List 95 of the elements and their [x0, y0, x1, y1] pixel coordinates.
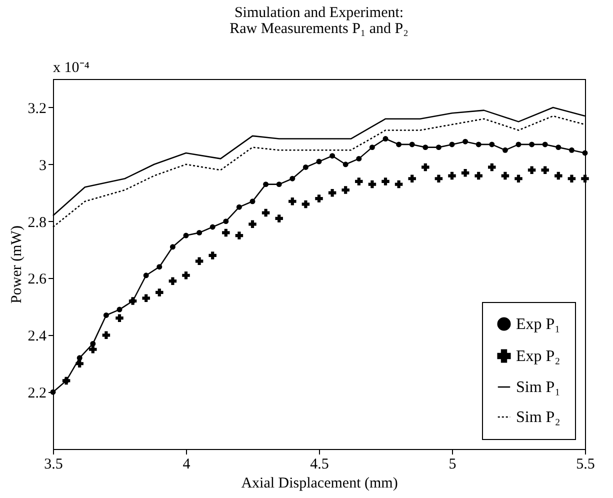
point: [103, 312, 109, 318]
point: [542, 142, 548, 148]
point: [195, 257, 204, 266]
x-axis-title: Axial Displacement (mm): [241, 476, 398, 492]
point: [502, 147, 508, 153]
y-tick-label: 3: [39, 158, 46, 174]
point: [448, 172, 456, 180]
point: [342, 186, 350, 194]
point: [514, 174, 522, 182]
y-tick-label: 2.4: [28, 328, 47, 345]
point: [408, 174, 416, 182]
point: [302, 164, 308, 170]
x-tick-label: 5: [448, 456, 456, 472]
point: [501, 172, 510, 180]
chart-subtitle: Raw Measurements P₁ and P₂: [230, 21, 408, 37]
point: [90, 340, 96, 346]
point: [449, 142, 455, 148]
legend-label: Sim P₂: [516, 409, 560, 426]
point: [568, 147, 574, 153]
point: [328, 188, 336, 197]
point: [369, 144, 375, 150]
point: [489, 142, 495, 148]
point: [290, 176, 296, 182]
point: [556, 144, 562, 150]
x-tick-label: 3.5: [44, 456, 63, 472]
point: [183, 232, 189, 238]
point: [235, 232, 244, 240]
point: [528, 166, 536, 174]
legend-label: Sim P₁: [516, 379, 560, 396]
point: [342, 162, 348, 168]
legend-label: Exp P₂: [516, 348, 560, 365]
point: [170, 244, 176, 250]
point: [355, 178, 363, 186]
point: [396, 142, 402, 148]
point: [262, 208, 270, 217]
text: x 10⁻⁴: [53, 60, 90, 76]
point: [236, 204, 242, 210]
point: [315, 194, 323, 202]
point: [168, 277, 177, 285]
point: [462, 138, 468, 144]
point: [276, 182, 282, 188]
point: [250, 198, 256, 204]
point: [356, 156, 362, 162]
point: [568, 174, 576, 182]
point: [529, 142, 535, 148]
point: [554, 172, 562, 180]
point: [89, 346, 97, 354]
x-tick-label: 5.5: [576, 456, 595, 472]
y-tick-label: 2.2: [28, 386, 46, 402]
point: [382, 178, 390, 186]
point: [196, 230, 202, 236]
point: [275, 214, 283, 222]
point: [116, 314, 124, 322]
point: [541, 166, 549, 174]
point: [248, 220, 256, 228]
point: [368, 180, 376, 188]
point: [516, 142, 522, 148]
y-tick-label: 2.6: [28, 272, 47, 288]
point: [208, 252, 216, 260]
point: [222, 228, 230, 237]
point: [182, 272, 190, 280]
y-axis-title: Power (mW): [8, 226, 25, 304]
point: [488, 163, 496, 172]
point: [223, 218, 229, 224]
y-tick-label: 3.2: [28, 100, 46, 117]
point: [409, 142, 415, 148]
point: [102, 331, 110, 340]
x-tick-label: 4: [182, 456, 191, 472]
x-tick-label: 4.5: [310, 456, 329, 472]
point: [288, 198, 296, 206]
point: [156, 264, 162, 270]
point: [263, 182, 269, 188]
point: [316, 158, 322, 164]
point: [143, 272, 149, 278]
point: [302, 200, 310, 208]
point: [156, 288, 164, 296]
point: [382, 136, 388, 142]
legend-label: Exp P₁: [516, 316, 560, 333]
point: [581, 174, 589, 182]
point: [330, 153, 336, 159]
point: [210, 224, 216, 230]
point: [582, 150, 588, 156]
point: [422, 163, 430, 172]
chart-title: Simulation and Experiment:: [234, 5, 404, 21]
point: [422, 144, 428, 150]
point: [436, 144, 442, 150]
point: [394, 180, 403, 188]
point: [142, 294, 150, 302]
point: [461, 169, 470, 177]
point: [116, 306, 122, 312]
point: [474, 172, 482, 180]
point: [434, 174, 443, 182]
point: [76, 360, 84, 368]
y-tick-label: 2.8: [28, 214, 46, 231]
point: [476, 142, 482, 148]
